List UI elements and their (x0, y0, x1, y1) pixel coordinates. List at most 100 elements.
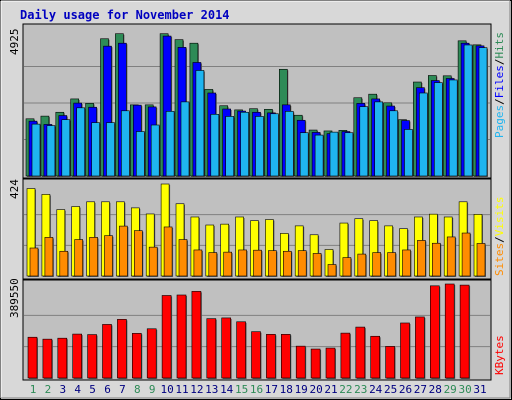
kbytes-bar (42, 338, 53, 379)
pages-bar (389, 110, 398, 177)
day-label: 2 (45, 383, 52, 396)
kbytes-bar (87, 334, 97, 379)
day-label: 1 (30, 383, 37, 396)
sites-bar (327, 264, 337, 277)
bottom-panel-legend: KBytes (493, 335, 506, 375)
bottom-panel-max-label: 389550 (8, 278, 21, 318)
legend-sep-1: / (493, 98, 506, 105)
day-label: 7 (119, 383, 126, 396)
kbytes-bar (400, 322, 410, 379)
day-label: 19 (295, 383, 308, 396)
day-label: 18 (280, 383, 293, 396)
kbytes-bar (206, 318, 217, 379)
day-label: 31 (473, 383, 486, 396)
day-label: 23 (354, 383, 367, 396)
kbytes-bar (102, 324, 112, 379)
kbytes-bar (444, 283, 455, 379)
legend-hits: Hits (493, 32, 506, 59)
sites-bar (461, 232, 471, 277)
sites-bar (178, 239, 188, 277)
kbytes-bar (221, 317, 231, 379)
pages-bar (180, 101, 190, 177)
day-label: 6 (104, 383, 111, 396)
sites-bar (148, 246, 158, 277)
sites-bar (253, 249, 262, 277)
kbytes-bar (27, 336, 38, 379)
sites-bar (193, 249, 203, 277)
sites-bar (223, 251, 232, 277)
day-label: 20 (309, 383, 322, 396)
legend-visits: Visits (493, 197, 506, 237)
day-label: 11 (175, 383, 188, 396)
sites-bar (74, 239, 83, 277)
legend-pages: Pages (493, 105, 506, 138)
kbytes-bar (340, 332, 351, 379)
pages-bar (374, 101, 384, 177)
pages-bar (419, 92, 428, 177)
kbytes-bar (191, 291, 202, 379)
day-label: 27 (414, 383, 427, 396)
sites-bar (238, 249, 247, 277)
kbytes-bar (310, 348, 321, 379)
pages-bar (255, 116, 264, 177)
pages-bar (91, 122, 100, 177)
kbytes-bar (176, 294, 187, 379)
day-label: 14 (220, 383, 234, 396)
sites-bar (342, 257, 352, 277)
day-label: 5 (89, 383, 96, 396)
day-label: 22 (339, 383, 352, 396)
sites-bar (119, 225, 128, 277)
day-label: 8 (134, 383, 141, 396)
sites-bar (372, 252, 382, 277)
pages-bar (121, 110, 130, 177)
kbytes-bar (117, 319, 127, 379)
pages-bar (76, 107, 85, 177)
kbytes-bar (57, 337, 68, 379)
day-label: 16 (250, 383, 263, 396)
pages-bar (61, 119, 71, 177)
kbytes-bar (355, 326, 366, 379)
sites-bar (357, 253, 367, 277)
day-label: 15 (235, 383, 248, 396)
kbytes-bar (146, 328, 157, 379)
sites-bar (476, 243, 486, 277)
pages-bar (299, 132, 309, 177)
kbytes-bar (72, 333, 82, 379)
day-label: 10 (160, 383, 173, 396)
pages-bar (314, 134, 324, 177)
pages-bar (329, 131, 339, 177)
day-label: 17 (265, 383, 278, 396)
pages-bar (150, 124, 160, 177)
sites-bar (402, 249, 411, 277)
day-label: 28 (429, 383, 442, 396)
hits-files-pages-bars (24, 33, 490, 178)
day-axis-labels: 1 2 3 4 5 6 7 8 9 10 11 12 13 14 15 16 17 18 19 20 21 22 23 24 2… (30, 383, 487, 396)
day-label: 24 (369, 383, 383, 396)
day-label: 12 (190, 383, 203, 396)
kbytes-bar (266, 334, 276, 379)
legend-sep-2: / (493, 59, 506, 66)
top-panel-legend: Pages/Files/Hits (493, 32, 506, 138)
kbytes-bar (161, 295, 172, 379)
day-label: 29 (444, 383, 457, 396)
pages-bar (240, 111, 249, 177)
pages-bar (106, 122, 115, 177)
legend-sep-3: / (493, 236, 506, 243)
sites-bar (446, 236, 456, 277)
pages-bar (136, 131, 145, 177)
sites-bar (387, 252, 396, 277)
day-label: 9 (149, 383, 156, 396)
legend-sites: Sites (493, 243, 506, 276)
sites-bar (134, 230, 143, 277)
kbytes-bar (370, 335, 381, 379)
legend-files: Files (493, 65, 506, 98)
kbytes-bar (429, 285, 440, 379)
kbytes-bar (295, 345, 306, 379)
kbytes-bar (459, 284, 470, 379)
kbytes-bar (132, 333, 142, 379)
kbytes-bar (325, 347, 336, 379)
sites-bar (89, 237, 98, 277)
day-label: 25 (384, 383, 397, 396)
